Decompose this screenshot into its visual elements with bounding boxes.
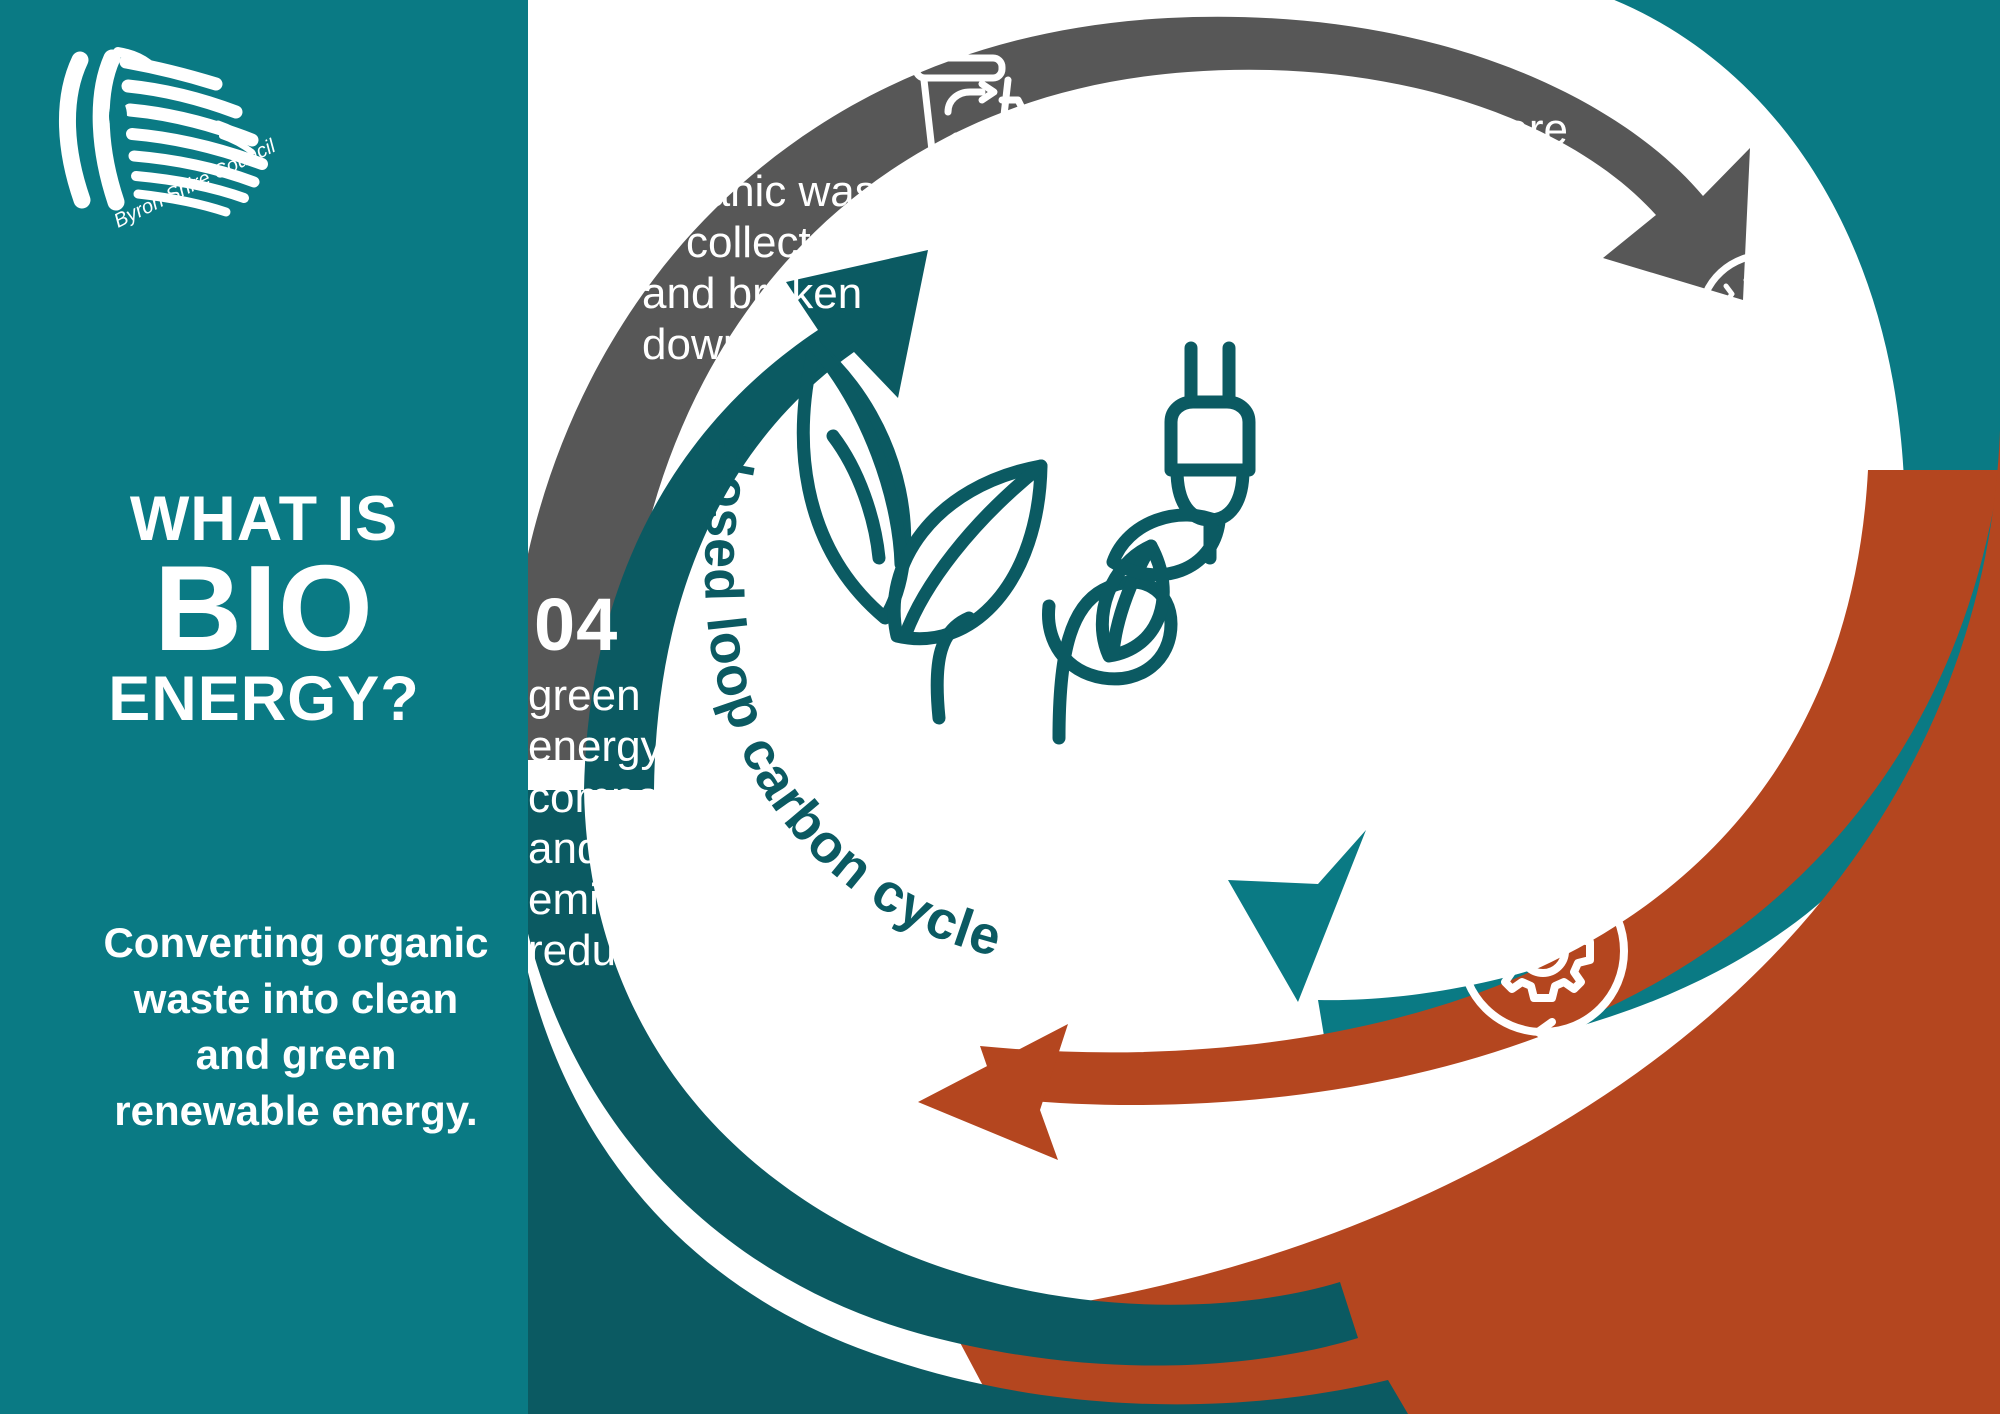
step-01: 01 organic waste is collected and broken… (642, 81, 942, 370)
house-power-plug-icon (675, 916, 885, 1081)
byron-flag-logo-icon: Byron Shire Council (40, 28, 360, 232)
subtitle-text: Converting organic waste into clean and … (103, 919, 489, 1134)
sidebar-panel: Byron Shire Council WHAT IS BIO ENERGY? … (0, 0, 528, 1414)
segment-01-grey (528, 16, 1750, 760)
title-line-1: WHAT IS (129, 484, 399, 554)
leaves-with-plug-icon (773, 318, 1273, 753)
title-line-2: BIO (154, 540, 374, 677)
cycle-diagram: closed loop carbon cycle 01 organic wast… (528, 0, 2000, 1414)
gear-cycle-icon (1448, 856, 1638, 1051)
step-03-text: then converted into renewable energy (1276, 749, 1568, 901)
step-03-number: 03 (1483, 665, 1568, 748)
step-02-text: contained and captured (1291, 158, 1568, 259)
step-02-number: 02 (1276, 77, 1361, 160)
step-03: 03 then converted into renewable energy (1228, 665, 1568, 901)
loop-label: closed loop carbon cycle (618, 370, 1318, 995)
segment-04-dark-teal (528, 250, 1408, 1414)
step-01-number: 01 (686, 81, 771, 164)
title-line-3: ENERGY? (108, 663, 420, 734)
step-04-text: green energy, compost and carbon emissio… (528, 671, 749, 976)
biodigester-food-waste-icon (1686, 246, 1856, 421)
recycling-truck-icon (902, 46, 1082, 201)
step-01-text: organic waste is collected and broken do… (642, 167, 914, 370)
segment-03-rust (918, 430, 2000, 1414)
step-04-number: 04 (534, 583, 619, 666)
step-04: 04 green energy, compost and carbon emis… (528, 583, 750, 976)
page-title: WHAT IS BIO ENERGY? (0, 484, 528, 734)
step-02: 02 gases are contained and captured (1148, 77, 1568, 259)
step-02-text-inline: gases are (1374, 105, 1568, 154)
